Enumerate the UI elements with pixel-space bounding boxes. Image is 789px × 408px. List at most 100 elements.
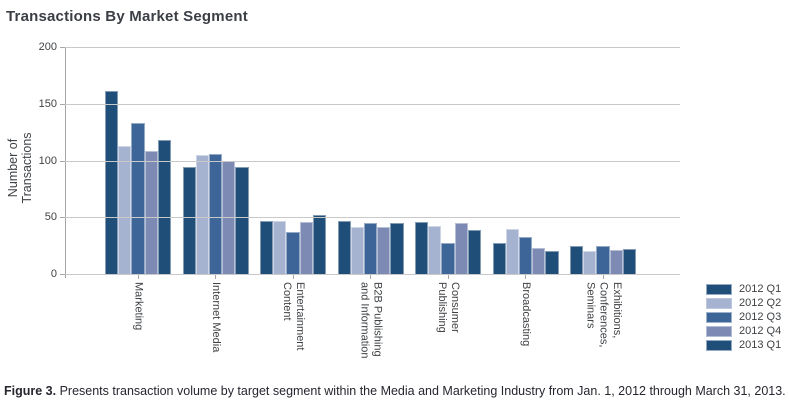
- bar: [235, 167, 249, 274]
- figure-caption-prefix: Figure 3.: [4, 384, 57, 398]
- bar: [390, 222, 404, 274]
- gridline: [65, 160, 680, 162]
- bar-group: [492, 47, 559, 274]
- figure-caption: Figure 3. Presents transaction volume by…: [4, 384, 786, 398]
- legend-item: 2012 Q3: [706, 311, 785, 323]
- bar-group: [570, 47, 637, 274]
- bar: [467, 229, 482, 274]
- x-label-cell: B2B Publishing and Information: [338, 275, 404, 358]
- bar: [260, 220, 274, 274]
- legend-swatch: [706, 325, 732, 337]
- bar: [363, 222, 378, 274]
- bar: [518, 236, 533, 274]
- legend: 2012 Q1 2012 Q2 2012 Q3 2012 Q4 2013 Q1: [706, 283, 785, 353]
- legend-item: 2012 Q1: [706, 283, 785, 295]
- gridline: [65, 103, 680, 105]
- legend-swatch: [706, 283, 732, 295]
- x-label-cell: Exhibitions, Conferences, Seminars: [570, 275, 636, 347]
- bar: [299, 221, 313, 274]
- x-label-cell: Consumer Publishing: [415, 275, 481, 333]
- x-axis-tickmark: [137, 275, 139, 279]
- y-tick-label: 200: [38, 41, 57, 53]
- legend-label: 2013 Q1: [739, 339, 782, 351]
- y-axis-line: [65, 47, 66, 278]
- y-tick-label: 50: [44, 211, 57, 224]
- x-tick-label: B2B Publishing and Information: [358, 282, 384, 359]
- bar: [337, 220, 351, 274]
- x-tick-label: Entertainment Content: [281, 282, 307, 351]
- bar: [182, 167, 196, 274]
- x-axis-tickmark: [602, 275, 604, 279]
- x-tick-label: Internet Media: [210, 282, 223, 353]
- legend-item: 2013 Q1: [706, 339, 785, 351]
- bar: [208, 153, 223, 274]
- bar: [157, 140, 172, 274]
- bar-group: [337, 47, 404, 274]
- x-axis-tickmark: [525, 275, 526, 279]
- y-axis-tickmark: [60, 160, 65, 162]
- legend-swatch: [706, 311, 732, 323]
- legend-swatch: [706, 339, 732, 351]
- bar: [583, 251, 597, 274]
- y-tick-label: 0: [50, 268, 57, 280]
- legend-label: 2012 Q4: [739, 325, 782, 337]
- gridline: [65, 274, 680, 275]
- bar: [415, 221, 429, 274]
- legend-label: 2012 Q1: [739, 283, 782, 295]
- x-axis-labels: Marketing Internet Media Entertainment Con…: [105, 275, 636, 358]
- y-tick-label: 150: [38, 97, 57, 110]
- bar: [105, 91, 119, 274]
- x-axis-tickmark: [370, 275, 371, 279]
- y-tick-label: 100: [38, 154, 57, 167]
- bar: [428, 226, 442, 274]
- bar: [570, 245, 584, 274]
- bar: [492, 243, 506, 274]
- x-label-cell: Marketing: [105, 275, 171, 330]
- bar: [195, 154, 209, 274]
- gridline: [65, 217, 680, 219]
- y-axis-tickmark: [60, 217, 65, 219]
- bar: [312, 214, 327, 274]
- bar: [131, 123, 145, 274]
- bar-group: [415, 47, 482, 274]
- y-axis-tickmark: [60, 47, 65, 48]
- bars-region: [105, 47, 637, 274]
- x-label-cell: Internet Media: [183, 275, 249, 352]
- figure-caption-text: Presents transaction volume by target se…: [56, 384, 786, 398]
- bar: [596, 245, 610, 274]
- bar: [532, 247, 546, 274]
- bar: [118, 145, 132, 274]
- bar: [144, 151, 158, 274]
- x-tick-label: Marketing: [132, 282, 145, 331]
- bar: [350, 227, 364, 274]
- gridline: [65, 47, 680, 48]
- bar: [273, 220, 287, 274]
- bar: [505, 228, 519, 274]
- bar: [441, 243, 455, 274]
- x-axis-tickmark: [215, 275, 216, 279]
- legend-item: 2012 Q4: [706, 325, 785, 337]
- bar: [545, 251, 559, 274]
- bar: [454, 222, 468, 274]
- bar-group: [260, 47, 327, 274]
- legend-label: 2012 Q3: [739, 311, 782, 323]
- y-axis-tickmark: [60, 274, 65, 275]
- bar: [377, 227, 391, 274]
- x-label-cell: Broadcasting: [493, 275, 559, 346]
- legend-label: 2012 Q2: [739, 297, 782, 309]
- bar: [286, 232, 300, 274]
- legend-swatch: [706, 297, 732, 309]
- x-tick-label: Exhibitions, Conferences, Seminars: [584, 282, 623, 348]
- chart-title: Transactions By Market Segment: [6, 8, 248, 25]
- legend-item: 2012 Q2: [706, 297, 785, 309]
- bar: [609, 250, 623, 274]
- y-axis-tickmark: [60, 103, 65, 105]
- x-axis-tickmark: [447, 275, 449, 279]
- x-axis-tickmark: [292, 275, 294, 279]
- bar: [622, 249, 637, 274]
- x-tick-label: Broadcasting: [520, 282, 533, 347]
- x-label-cell: Entertainment Content: [260, 275, 326, 350]
- plot-area: [65, 47, 680, 275]
- y-axis-tick-labels: 0 50 100 150 200: [0, 41, 57, 280]
- x-tick-label: Consumer Publishing: [436, 282, 462, 333]
